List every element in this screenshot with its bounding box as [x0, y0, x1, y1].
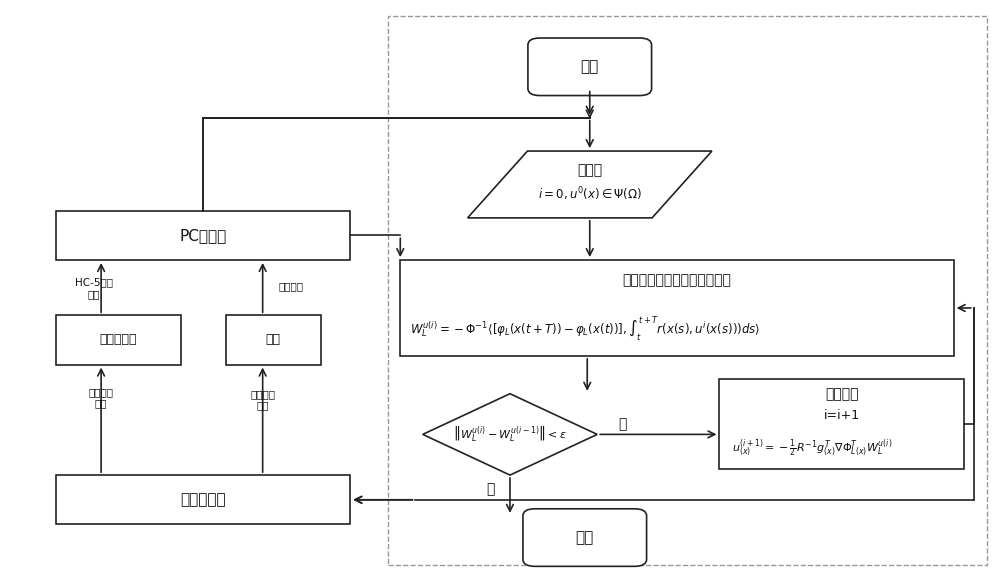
Text: HC-5蓝牙
传送: HC-5蓝牙 传送	[75, 277, 113, 299]
Polygon shape	[468, 151, 712, 218]
Text: 使用最小二乘法求解成本函数: 使用最小二乘法求解成本函数	[623, 273, 731, 287]
Bar	[400, 260, 954, 356]
Text: 移动机器人: 移动机器人	[181, 492, 226, 507]
Text: 开始: 开始	[581, 60, 599, 74]
Text: $\left\|W_L^{u(i)}-W_L^{u(i-1)}\right\|<\varepsilon$: $\left\|W_L^{u(i)}-W_L^{u(i-1)}\right\|<…	[453, 425, 567, 444]
FancyBboxPatch shape	[523, 509, 647, 566]
Text: 无线通信: 无线通信	[278, 281, 303, 291]
Bar	[226, 315, 320, 364]
Text: $i = 0, u^0(x) \in \Psi(\Omega)$: $i = 0, u^0(x) \in \Psi(\Omega)$	[538, 186, 642, 203]
Text: 否: 否	[618, 417, 626, 431]
Text: $W_L^{u(i)} = -\Phi^{-1}\langle[\varphi_L(x(t+T))-\varphi_L(x(t))],\int_t^{t+T}r: $W_L^{u(i)} = -\Phi^{-1}\langle[\varphi_…	[410, 315, 761, 343]
Text: 初始化: 初始化	[577, 164, 602, 178]
Bar	[56, 475, 350, 524]
Polygon shape	[423, 394, 597, 475]
Bar	[56, 211, 350, 260]
Text: $u^{(i+1)}_{(x)}=-\frac{1}{2}R^{-1}g^T_{(x)}\nabla\Phi^T_{L(x)}W_L^{u(i)}$: $u^{(i+1)}_{(x)}=-\frac{1}{2}R^{-1}g^T_{…	[732, 437, 892, 458]
Text: 相机: 相机	[266, 333, 281, 346]
Text: i=i+1: i=i+1	[823, 409, 860, 422]
Text: 惯性传感器: 惯性传感器	[100, 333, 137, 346]
Text: 采集角度
信息: 采集角度 信息	[89, 387, 114, 409]
FancyBboxPatch shape	[528, 38, 652, 96]
Text: 策略更新: 策略更新	[825, 388, 858, 401]
Text: 是: 是	[486, 482, 494, 496]
Text: 采集位置
信息: 采集位置 信息	[250, 389, 275, 411]
Bar	[719, 379, 964, 470]
Bar	[388, 16, 987, 565]
Text: PC上位机: PC上位机	[180, 228, 227, 243]
Bar	[56, 315, 181, 364]
Text: 结束: 结束	[576, 530, 594, 545]
